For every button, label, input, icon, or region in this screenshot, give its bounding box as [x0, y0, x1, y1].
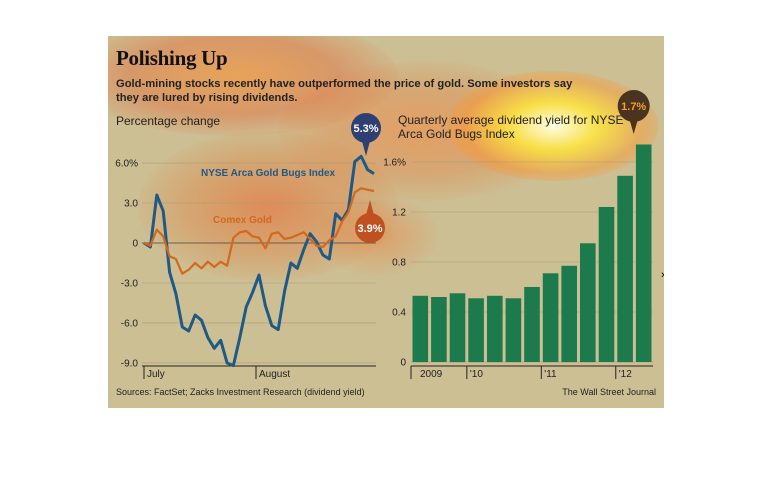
end-marker-gold-bugs — [351, 113, 381, 143]
right-ytick-label: 0 — [400, 358, 406, 369]
chart-figure: Polishing Up Gold-mining stocks recently… — [108, 36, 664, 408]
left-ytick-label: 0 — [132, 239, 138, 250]
bar — [617, 175, 633, 363]
bar — [580, 243, 596, 363]
left-xtick-label: July — [147, 369, 165, 380]
series-name-label: Comex Gold — [213, 215, 272, 226]
right-ytick-label: 0.8 — [392, 258, 406, 269]
right-xtick-label: '10 — [470, 369, 483, 380]
bar — [449, 293, 466, 363]
left-xtick-label: August — [259, 369, 290, 380]
right-ytick-label: 0.4 — [392, 308, 406, 319]
end-marker-dividend — [617, 90, 650, 122]
end-label-gold-bugs: 5.3% — [353, 123, 378, 135]
right-xtick-label: '11 — [544, 369, 557, 380]
right-panel-label: Quarterly average dividend yield for NYS… — [398, 113, 624, 141]
end-label-dividend: 1.7% — [621, 101, 646, 113]
left-ytick-label: 6.0% — [115, 159, 138, 170]
bar — [431, 297, 447, 362]
end-marker-pointer — [629, 120, 638, 134]
bar — [542, 273, 559, 363]
left-panel-label: Percentage change — [116, 114, 221, 128]
chart-title: Polishing Up — [116, 46, 228, 70]
left-ytick-label: -6.0 — [121, 318, 139, 329]
end-marker-pointer — [366, 200, 374, 215]
bar — [487, 295, 503, 363]
chart-subtitle: Gold-mining stocks recently have outperf… — [116, 78, 573, 104]
end-label-comex-gold: 3.9% — [357, 223, 382, 235]
bar — [561, 265, 577, 363]
right-xtick-label: 2009 — [420, 369, 443, 380]
bar — [635, 144, 652, 362]
cursor-icon: › — [661, 269, 665, 281]
bar — [468, 298, 484, 363]
bar — [505, 298, 522, 363]
series-line-gold-bugs — [143, 154, 375, 368]
credit-note: The Wall Street Journal — [562, 387, 656, 397]
right-ytick-label: 1.2 — [392, 208, 406, 219]
bar — [412, 295, 429, 363]
series-line-comex-gold — [143, 187, 375, 275]
left-ytick-label: -9.0 — [121, 358, 139, 369]
series-name-label: NYSE Arca Gold Bugs Index — [201, 168, 336, 179]
bar — [524, 287, 540, 362]
end-marker-comex-gold — [355, 213, 385, 243]
plot-canvas: 6.0% 3.0 0 -3.0 -6.0 -9.0 July August NYSE Arca … — [115, 90, 653, 380]
end-marker-pointer — [362, 141, 370, 156]
right-xtick-label: '12 — [619, 369, 632, 380]
left-ytick-label: -3.0 — [121, 278, 139, 289]
source-note: Sources: FactSet; Zacks Investment Resea… — [116, 387, 365, 397]
left-ytick-label: 3.0 — [124, 199, 138, 210]
bar — [598, 207, 615, 362]
right-ytick-label: 1.6% — [383, 158, 406, 169]
